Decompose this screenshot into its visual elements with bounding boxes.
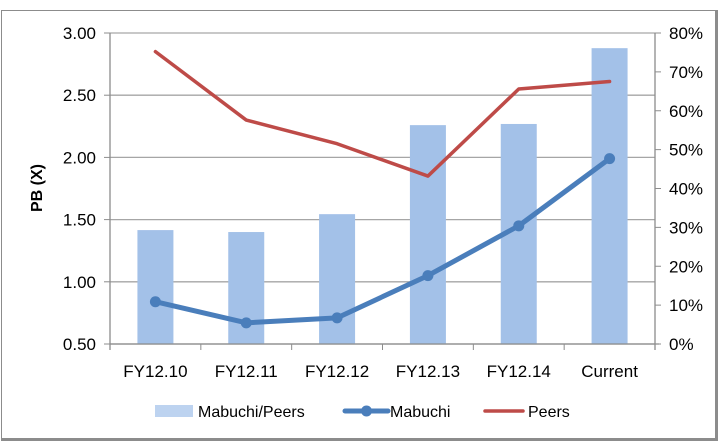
legend-item-peers: Peers <box>483 404 570 421</box>
category-label: FY12.10 <box>123 362 187 381</box>
right-tick-label: 70% <box>669 63 703 82</box>
axis-labels: 0.50 1.00 1.50 2.00 2.50 3.00 0% 10% 20% 30% 40% 50… <box>63 24 703 381</box>
legend-label: Mabuchi <box>390 404 450 421</box>
legend-item-mabuchi-peers: Mabuchi/Peers <box>155 404 305 421</box>
category-label: FY12.14 <box>487 362 551 381</box>
line-series-peers <box>153 49 612 178</box>
data-point <box>331 312 343 324</box>
legend-item-mabuchi: Mabuchi <box>342 404 450 421</box>
bar <box>137 230 174 344</box>
left-tick-label: 1.00 <box>63 273 96 292</box>
bar <box>319 214 356 344</box>
left-tick-label: 3.00 <box>63 24 96 43</box>
right-tick-label: 50% <box>669 141 703 160</box>
right-tick-label: 20% <box>669 257 703 276</box>
left-tick-label: 2.00 <box>63 148 96 167</box>
left-tick-label: 0.50 <box>63 335 96 354</box>
right-tick-label: 60% <box>669 102 703 121</box>
data-point <box>422 270 434 282</box>
left-axis-title: PB (X) <box>29 164 46 212</box>
category-label: FY12.11 <box>215 362 278 381</box>
left-tick-label: 2.50 <box>63 86 96 105</box>
bar <box>591 48 628 344</box>
right-tick-label: 80% <box>669 24 703 43</box>
right-tick-label: 10% <box>669 296 703 315</box>
right-tick-label: 0% <box>669 335 694 354</box>
legend-label: Peers <box>528 404 570 421</box>
data-point <box>604 153 616 165</box>
bar <box>409 125 446 344</box>
right-tick-label: 30% <box>669 218 703 237</box>
legend: Mabuchi/Peers Mabuchi Peers <box>155 404 570 421</box>
data-point <box>513 220 525 232</box>
right-tick-label: 40% <box>669 180 703 199</box>
left-tick-label: 1.50 <box>63 211 96 230</box>
category-label: FY12.12 <box>305 362 369 381</box>
axes <box>104 32 661 350</box>
category-label: FY12.13 <box>396 362 460 381</box>
data-point <box>149 296 161 308</box>
data-point <box>240 317 252 329</box>
legend-label: Mabuchi/Peers <box>198 404 305 421</box>
line-series <box>149 49 616 329</box>
line-series-mabuchi <box>149 153 616 329</box>
category-label: Current <box>581 362 638 381</box>
